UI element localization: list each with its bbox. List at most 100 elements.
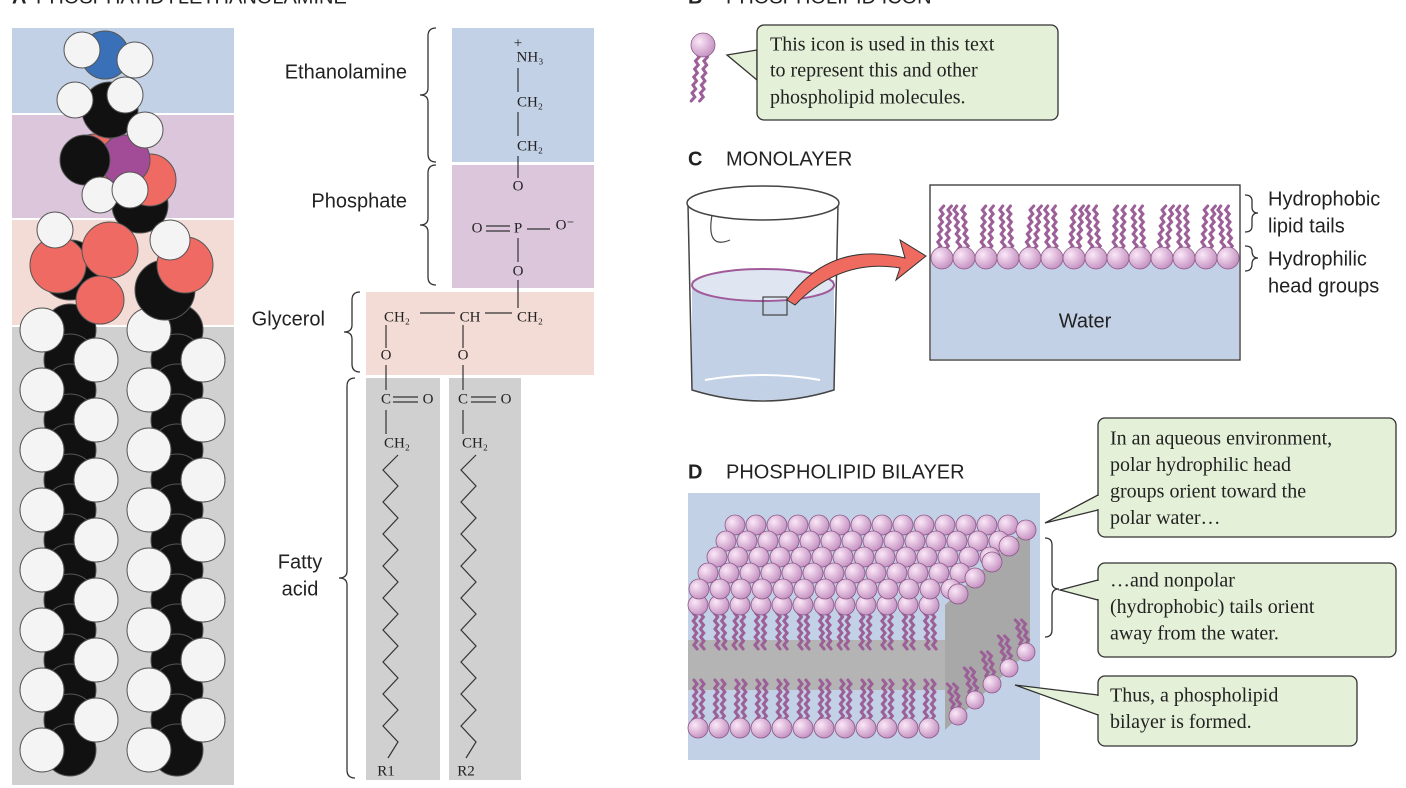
group-label: acid [282, 578, 319, 600]
head [928, 562, 950, 584]
chain [382, 454, 399, 759]
head [856, 578, 878, 600]
hydrogen [126, 607, 172, 653]
callout-text: phospholipid molecules. [770, 87, 966, 109]
hydrogen [126, 547, 172, 593]
head [799, 530, 821, 552]
head [811, 546, 833, 568]
callout-text: bilayer is formed. [1110, 711, 1252, 733]
atom-label: NH₃ [517, 49, 544, 65]
hydrogen [19, 667, 65, 713]
head [688, 578, 710, 600]
head [1084, 246, 1108, 270]
label: lipid tails [1268, 215, 1345, 237]
head [697, 562, 719, 584]
head [1062, 246, 1086, 270]
callout-text: …and nonpolar [1110, 570, 1235, 592]
callout-texts: In an aqueous environment, polar hydrophi… [1110, 428, 1332, 734]
head [886, 562, 908, 584]
head [792, 717, 814, 739]
head [829, 514, 851, 536]
arrow [786, 238, 927, 306]
head [865, 562, 887, 584]
head [948, 706, 968, 726]
head [1018, 246, 1042, 270]
atom-label: P [514, 220, 522, 236]
callout-text: This icon is used in this text [770, 34, 995, 56]
hydrogen [19, 307, 65, 353]
atom [126, 111, 164, 149]
head [876, 717, 898, 739]
core [688, 640, 945, 690]
head [787, 514, 809, 536]
atom-label: O [513, 263, 524, 279]
head [834, 717, 856, 739]
callout-text: (hydrophobic) tails orient [1110, 596, 1315, 618]
label: head groups [1268, 275, 1379, 297]
beaker [686, 185, 840, 402]
callout-text: polar water… [1110, 507, 1221, 529]
head [706, 546, 728, 568]
atom [36, 211, 74, 249]
callout [756, 24, 1059, 121]
band [452, 165, 594, 288]
brace [338, 377, 356, 779]
head [727, 546, 749, 568]
head [895, 546, 917, 568]
head [946, 530, 968, 552]
atom [111, 171, 149, 209]
head [687, 717, 709, 739]
hydrogen [19, 547, 65, 593]
hydrogen [180, 337, 226, 383]
hydrogen [73, 577, 119, 623]
head [748, 546, 770, 568]
head [730, 578, 752, 600]
head [982, 674, 1002, 694]
atom-label: CH₂ [517, 94, 543, 110]
atom-label: C [458, 391, 468, 407]
group-label: Glycerol [252, 308, 325, 330]
head [904, 530, 926, 552]
hydrogen [180, 637, 226, 683]
head [981, 551, 1003, 573]
panel-letter: B [688, 0, 702, 8]
water [931, 262, 1239, 359]
head [964, 567, 986, 589]
head [832, 546, 854, 568]
callout-text: to represent this and other [770, 60, 978, 82]
hydrogen [126, 367, 172, 413]
hydrogen [19, 367, 65, 413]
atom-label: CH [460, 309, 481, 325]
atom-label: O [423, 391, 434, 407]
panel-title: MONOLAYER [726, 148, 852, 170]
callouts [1014, 417, 1397, 747]
atom [63, 31, 101, 69]
band [366, 378, 440, 780]
group-label: Phosphate [311, 190, 407, 212]
head [1016, 642, 1036, 662]
brace [343, 291, 361, 373]
hydrogen [73, 457, 119, 503]
water-label: Water [1059, 310, 1112, 332]
brace [419, 164, 437, 286]
head [745, 514, 767, 536]
head [967, 530, 989, 552]
head [769, 546, 791, 568]
head [771, 717, 793, 739]
head [883, 530, 905, 552]
hydrogen [73, 397, 119, 443]
head [808, 514, 830, 536]
atom-label: R1 [377, 763, 395, 779]
head [739, 562, 761, 584]
hydrogen [73, 337, 119, 383]
head [918, 717, 940, 739]
head [853, 546, 875, 568]
head [930, 246, 954, 270]
atom-label: CH₂ [462, 435, 488, 451]
head [1172, 246, 1196, 270]
callout-text: polar hydrophilic head [1110, 454, 1291, 476]
head [996, 246, 1020, 270]
atom [81, 221, 139, 279]
head [793, 578, 815, 600]
group-label: Ethanolamine [285, 61, 407, 83]
